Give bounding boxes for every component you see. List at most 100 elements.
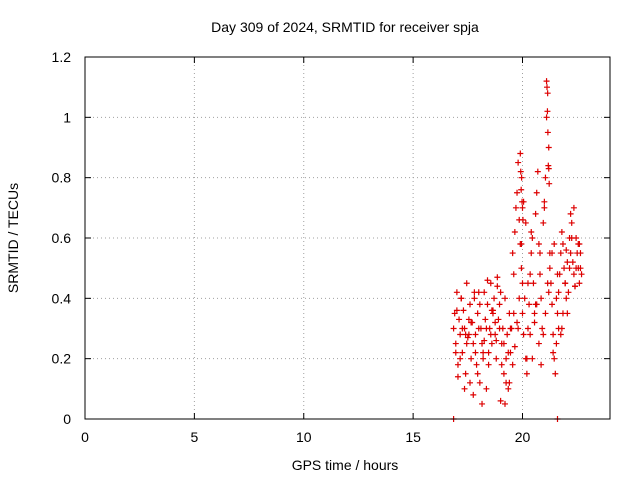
- data-point: [505, 349, 512, 356]
- data-point: [495, 316, 502, 323]
- x-tick-label: 15: [405, 429, 421, 445]
- data-point: [546, 265, 553, 272]
- x-tick-label: 20: [515, 429, 531, 445]
- data-point: [558, 228, 565, 235]
- chart-title: Day 309 of 2024, SRMTID for receiver spj…: [211, 19, 479, 35]
- data-point: [514, 319, 521, 326]
- data-point: [567, 210, 574, 217]
- data-point: [573, 235, 580, 241]
- data-point: [535, 241, 542, 248]
- data-point: [500, 370, 507, 377]
- data-point: [563, 295, 570, 302]
- data-point: [511, 343, 518, 350]
- data-point: [515, 159, 522, 166]
- y-tick-label: 1.2: [52, 49, 72, 65]
- data-point: [527, 271, 534, 278]
- data-point: [481, 289, 488, 296]
- data-point: [554, 271, 561, 278]
- data-point: [487, 331, 494, 338]
- data-point: [528, 250, 535, 257]
- data-point: [474, 310, 481, 317]
- data-point: [464, 334, 471, 341]
- data-point: [544, 280, 551, 287]
- data-point: [451, 310, 458, 317]
- y-tick-label: 0.6: [52, 230, 72, 246]
- data-point: [576, 280, 583, 287]
- data-point: [561, 265, 568, 272]
- data-point: [452, 349, 459, 356]
- data-point: [496, 325, 503, 332]
- data-point: [518, 265, 525, 272]
- data-point: [567, 250, 574, 257]
- data-point: [491, 295, 498, 302]
- data-point: [518, 241, 525, 248]
- data-point: [479, 400, 486, 407]
- data-point: [496, 301, 503, 308]
- data-point: [553, 340, 560, 347]
- y-tick-label: 0.2: [52, 351, 72, 367]
- x-tick-label: 5: [190, 429, 198, 445]
- data-point: [532, 210, 539, 217]
- data-point: [457, 355, 464, 362]
- data-point: [453, 307, 460, 314]
- data-point: [566, 265, 573, 272]
- data-point: [543, 78, 550, 85]
- data-point: [521, 295, 528, 302]
- data-point: [568, 219, 575, 226]
- data-point: [456, 316, 463, 323]
- data-point: [515, 325, 522, 332]
- data-point: [460, 307, 467, 314]
- data-point: [523, 355, 530, 362]
- data-point: [479, 340, 486, 347]
- data-point: [494, 283, 501, 290]
- data-point: [517, 168, 524, 175]
- data-point: [545, 165, 552, 172]
- data-point: [461, 385, 468, 392]
- data-point: [483, 325, 490, 332]
- data-point: [493, 355, 500, 362]
- data-point: [488, 307, 495, 314]
- data-point: [462, 331, 469, 338]
- data-point: [502, 295, 508, 302]
- data-point: [531, 319, 538, 326]
- data-point: [468, 319, 475, 326]
- data-point: [559, 310, 566, 317]
- data-point: [503, 355, 510, 362]
- data-point: [544, 90, 551, 97]
- data-point: [497, 289, 504, 296]
- data-point: [502, 400, 508, 407]
- data-point: [524, 325, 531, 332]
- data-point: [553, 295, 560, 302]
- data-point: [528, 228, 535, 235]
- data-point: [518, 174, 525, 181]
- data-point: [497, 397, 504, 404]
- data-point: [519, 280, 526, 287]
- y-tick-label: 0.8: [52, 170, 72, 186]
- data-point: [549, 250, 556, 257]
- data-point: [551, 355, 558, 362]
- data-point: [493, 337, 500, 344]
- data-point: [476, 301, 483, 308]
- data-point: [570, 271, 577, 278]
- data-point: [538, 295, 545, 302]
- data-point: [482, 316, 489, 323]
- data-point: [552, 370, 559, 377]
- data-point: [519, 310, 526, 317]
- data-point: [485, 349, 492, 356]
- data-point: [520, 331, 527, 338]
- data-point: [519, 198, 526, 205]
- data-point: [546, 180, 553, 187]
- data-point: [468, 355, 475, 362]
- data-point: [527, 331, 534, 338]
- data-point: [516, 295, 523, 302]
- data-point: [465, 316, 472, 323]
- x-axis-label: GPS time / hours: [292, 457, 399, 473]
- data-point: [543, 114, 550, 121]
- data-point: [511, 228, 518, 235]
- data-point: [519, 216, 526, 223]
- data-point: [550, 331, 557, 338]
- data-point: [544, 108, 551, 115]
- x-tick-label: 0: [81, 429, 89, 445]
- data-point: [470, 391, 477, 398]
